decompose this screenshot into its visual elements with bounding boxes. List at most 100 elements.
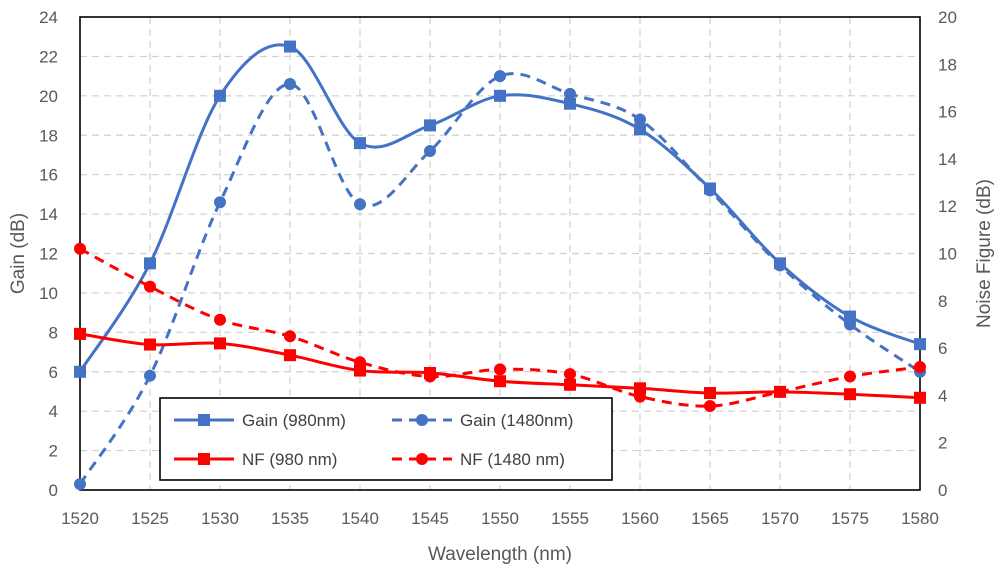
data-point [284, 40, 296, 53]
y-axis-title: Gain (dB) [8, 213, 29, 294]
y-tick-label: 18 [39, 126, 58, 145]
data-point [74, 478, 86, 491]
y-tick-label: 12 [39, 245, 58, 264]
y2-tick-label: 12 [938, 197, 957, 216]
data-point [494, 89, 506, 102]
data-point [494, 70, 506, 83]
y2-tick-label: 6 [938, 339, 947, 358]
y-tick-label: 16 [39, 166, 58, 185]
data-point [704, 400, 716, 413]
legend-marker [416, 453, 428, 465]
legend-label: NF (1480 nm) [460, 450, 565, 469]
legend-marker [198, 453, 210, 465]
y2-tick-label: 14 [938, 150, 957, 169]
data-point [704, 387, 716, 400]
y-tick-label: 24 [39, 8, 58, 27]
data-point [494, 375, 506, 388]
y-tick-label: 6 [49, 363, 58, 382]
y-tick-label: 14 [39, 205, 58, 224]
legend-box [159, 397, 613, 481]
data-point [494, 363, 506, 376]
data-point [564, 87, 576, 100]
data-point [424, 370, 436, 383]
y2-tick-label: 0 [938, 481, 947, 500]
legend-item: Gain (1480nm) [392, 411, 573, 430]
x-tick-label: 1570 [761, 509, 799, 528]
series-4 [74, 242, 926, 413]
legend-label: Gain (1480nm) [460, 411, 573, 430]
data-point [774, 385, 786, 398]
data-point [564, 378, 576, 391]
data-point [74, 242, 86, 255]
y2-tick-label: 2 [938, 434, 947, 453]
data-point [354, 364, 366, 377]
legend-item: NF (980 nm) [174, 450, 337, 469]
legend-marker [198, 414, 210, 426]
x-tick-label: 1575 [831, 509, 869, 528]
legend: Gain (980nm) Gain (1480nm) NF (980 nm) NF (… [159, 397, 613, 481]
data-point [214, 313, 226, 326]
data-point [424, 119, 436, 132]
x-tick-label: 1525 [131, 509, 169, 528]
data-point [634, 382, 646, 395]
y-tick-label: 0 [49, 481, 58, 500]
data-point [284, 330, 296, 343]
data-point [564, 368, 576, 381]
data-point [634, 113, 646, 126]
y-tick-label: 4 [49, 402, 58, 421]
data-point [144, 369, 156, 382]
y2-tick-label: 20 [938, 8, 957, 27]
data-point [634, 390, 646, 403]
data-point [214, 196, 226, 209]
data-point [284, 78, 296, 91]
y2-tick-label: 10 [938, 245, 957, 264]
data-point [634, 123, 646, 136]
x-tick-label: 1535 [271, 509, 309, 528]
x-tick-label: 1530 [201, 509, 239, 528]
y2-tick-label: 18 [938, 55, 957, 74]
data-point [774, 259, 786, 272]
x-tick-label: 1540 [341, 509, 379, 528]
x-tick-label: 1545 [411, 509, 449, 528]
data-point [914, 391, 926, 404]
data-point [844, 370, 856, 383]
x-axis-title: Wavelength (nm) [428, 544, 572, 565]
data-point [914, 361, 926, 374]
y-tick-label: 10 [39, 284, 58, 303]
series-2 [74, 70, 926, 491]
y-tick-label: 20 [39, 87, 58, 106]
y-tick-label: 22 [39, 47, 58, 66]
legend-marker [416, 414, 428, 426]
data-point [354, 137, 366, 150]
data-point [74, 327, 86, 340]
data-point [704, 184, 716, 197]
x-tick-label: 1550 [481, 509, 519, 528]
data-point [144, 338, 156, 351]
y2-tick-label: 4 [938, 386, 947, 405]
x-tick-label: 1580 [901, 509, 939, 528]
legend-label: Gain (980nm) [242, 411, 346, 430]
x-tick-label: 1565 [691, 509, 729, 528]
data-point [354, 356, 366, 369]
data-point [284, 349, 296, 362]
legend-item: Gain (980nm) [174, 411, 346, 430]
data-point [214, 89, 226, 102]
y-tick-label: 2 [49, 442, 58, 461]
data-point [844, 388, 856, 401]
y2-tick-label: 16 [938, 103, 957, 122]
x-tick-label: 1555 [551, 509, 589, 528]
y2-axis-title: Noise Figure (dB) [974, 179, 995, 328]
data-point [354, 198, 366, 211]
data-point [424, 145, 436, 158]
legend-label: NF (980 nm) [242, 450, 337, 469]
legend-item: NF (1480 nm) [392, 450, 565, 469]
y-tick-label: 8 [49, 323, 58, 342]
data-point [74, 365, 86, 378]
x-tick-label: 1520 [61, 509, 99, 528]
data-point [144, 257, 156, 270]
data-point [844, 318, 856, 331]
y2-tick-label: 8 [938, 292, 947, 311]
data-point [914, 338, 926, 351]
